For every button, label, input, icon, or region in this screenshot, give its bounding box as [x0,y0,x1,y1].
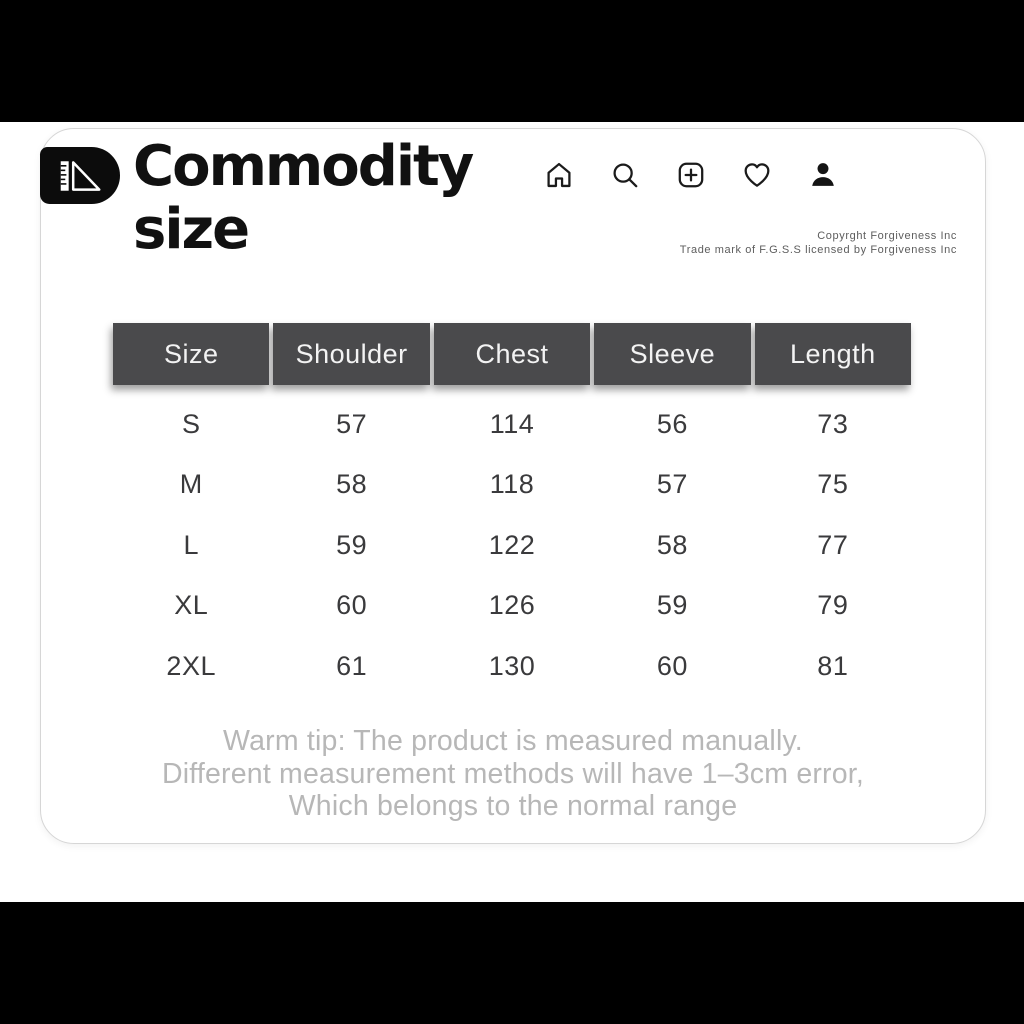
cell-chest: 126 [488,590,536,621]
cell-shoulder: 61 [336,650,368,681]
cell-chest: 114 [489,408,535,439]
home-icon[interactable] [543,159,575,191]
warm-tip-text: Warm tip: The product is measured manual… [41,725,985,823]
table-row: XL 60 126 59 79 [113,576,911,637]
search-icon[interactable] [609,159,641,191]
column-header-length: Length [754,323,912,385]
cell-size: M [179,469,203,500]
cell-shoulder: 60 [336,590,368,621]
table-row: 2XL 61 130 60 81 [113,636,911,697]
cell-size: XL [174,590,209,621]
cell-shoulder: 59 [336,529,368,560]
cell-chest: 122 [488,529,536,560]
cell-size: S [181,408,201,439]
size-chart-card: Commodity size [40,128,986,844]
size-table-header: Size Shoulder Chest Sleeve Length [113,323,912,385]
page-title: Commodity size [133,134,474,262]
cell-sleeve: 59 [656,590,688,621]
copyright-line-1: Copyrght Forgiveness Inc [817,230,957,242]
cell-shoulder: 58 [336,469,368,500]
add-post-icon[interactable] [675,159,707,191]
cell-sleeve: 58 [656,529,688,560]
warm-tip-line-1: Warm tip: The product is measured manual… [223,725,803,757]
cell-size: L [183,529,199,560]
table-row: L 59 122 58 77 [113,515,911,576]
copyright-line-2: Trade mark of F.G.S.S licensed by Forgiv… [679,244,957,256]
column-header-size: Size [113,323,270,385]
cell-length: 79 [817,590,849,621]
cell-length: 81 [817,650,849,681]
warm-tip-line-3: Which belongs to the normal range [288,790,738,822]
warm-tip-line-2: Different measurement methods will have … [161,757,865,790]
cell-shoulder: 57 [336,408,368,439]
bottom-letterbox-bar [0,902,1024,1024]
brand-logo [40,147,120,204]
cell-length: 75 [817,469,849,500]
size-table-body: S 57 114 56 73 M 58 118 57 75 L 59 122 5… [113,385,911,697]
cell-chest: 130 [488,650,536,681]
cell-sleeve: 60 [656,650,688,681]
copyright-text: Copyrght Forgiveness Inc Trade mark of F… [680,229,957,257]
cell-length: 77 [817,529,849,560]
cell-sleeve: 56 [656,408,688,439]
ruler-set-square-icon [60,160,101,191]
cell-size: 2XL [166,650,216,681]
column-header-sleeve: Sleeve [594,323,751,385]
profile-icon[interactable] [807,159,839,191]
heart-icon[interactable] [741,159,773,191]
nav-icon-row [543,159,839,191]
column-header-shoulder: Shoulder [273,323,430,385]
cell-length: 73 [817,408,849,439]
cell-chest: 118 [489,469,535,500]
column-header-chest: Chest [433,323,591,385]
top-letterbox-bar [0,0,1024,122]
table-row: S 57 114 56 73 [113,394,911,455]
table-row: M 58 118 57 75 [113,455,911,516]
cell-sleeve: 57 [656,469,688,500]
size-table: Size Shoulder Chest Sleeve Length S 57 1… [113,323,912,697]
